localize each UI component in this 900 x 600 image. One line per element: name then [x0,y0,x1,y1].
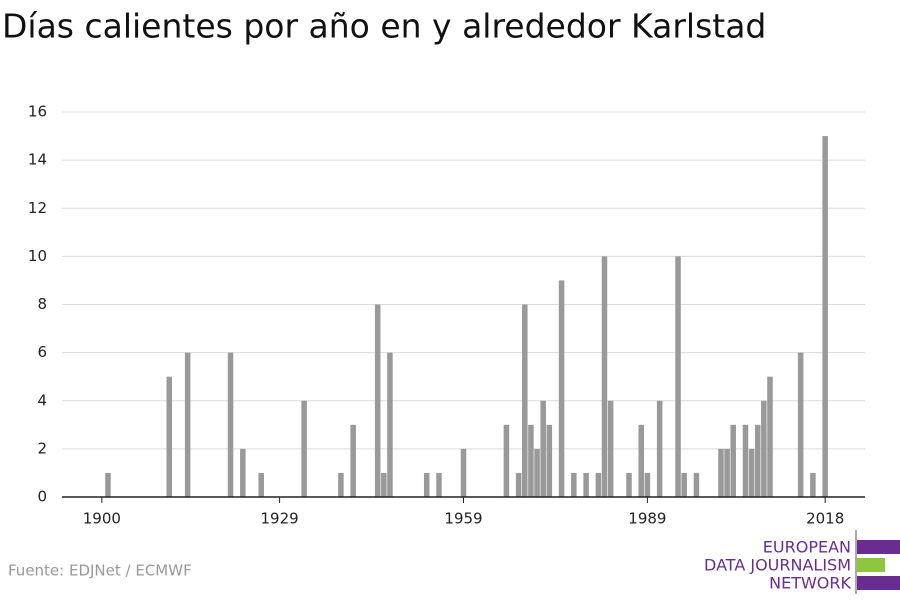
y-tick-label: 10 [28,247,47,265]
bar [797,352,804,497]
source: Fuente: EDJNet / ECMWF [8,562,192,580]
bar [301,400,307,497]
bar [718,448,724,497]
bar [767,376,773,497]
bar [374,304,381,497]
bar [754,424,761,497]
bar [258,472,264,497]
bar [558,280,565,497]
bar [644,472,651,497]
logo: EUROPEAN DATA JOURNALISM NETWORK [704,530,900,594]
bar [423,472,430,497]
bar [460,448,467,497]
bar [583,472,589,497]
bar [626,472,632,497]
bar [810,472,816,497]
bar [534,448,540,497]
bar [595,472,602,497]
bar [601,256,608,497]
logo-text: DATA JOURNALISM [704,556,851,575]
bar [350,424,356,497]
bar [166,376,173,497]
logo-bar [857,576,900,590]
bar [387,352,393,497]
logo-bar [857,540,900,554]
bar [436,472,442,497]
x-tick-label: 1959 [444,510,482,528]
y-tick-label: 16 [28,103,47,121]
x-tick-label: 2018 [806,510,844,528]
bar [522,304,528,497]
bar [656,400,663,497]
y-tick-label: 14 [28,151,47,169]
bar [681,472,687,497]
y-tick-label: 6 [37,343,47,361]
bar [381,472,387,497]
bar [528,424,534,497]
bar [638,424,645,497]
bar [748,448,755,497]
bar [105,472,111,497]
bar [730,424,736,497]
bar [822,136,828,497]
logo-bar [857,558,885,572]
bar [761,400,767,497]
y-tick-label: 8 [37,295,47,313]
y-tick-label: 0 [37,488,47,506]
y-tick-label: 12 [28,199,47,217]
bar [184,352,191,497]
bar [724,448,730,497]
bar [227,352,234,497]
x-tick-label: 1900 [83,510,121,528]
bar [338,472,344,497]
bar [240,448,246,497]
logo-text: NETWORK [769,574,851,593]
bar [607,400,614,497]
y-tick-label: 2 [37,439,47,457]
bar [503,424,510,497]
bar [515,472,522,497]
logo-text: EUROPEAN [763,538,851,557]
bar [693,472,700,497]
x-tick-label: 1929 [261,510,299,528]
y-tick-label: 4 [37,391,47,409]
bar [675,256,681,497]
x-tick-label: 1989 [628,510,666,528]
bar [540,400,546,497]
bar [742,424,749,497]
bar [546,424,553,497]
bar [571,472,577,497]
chart-title: Días calientes por año en y alrededor Ka… [2,7,766,46]
